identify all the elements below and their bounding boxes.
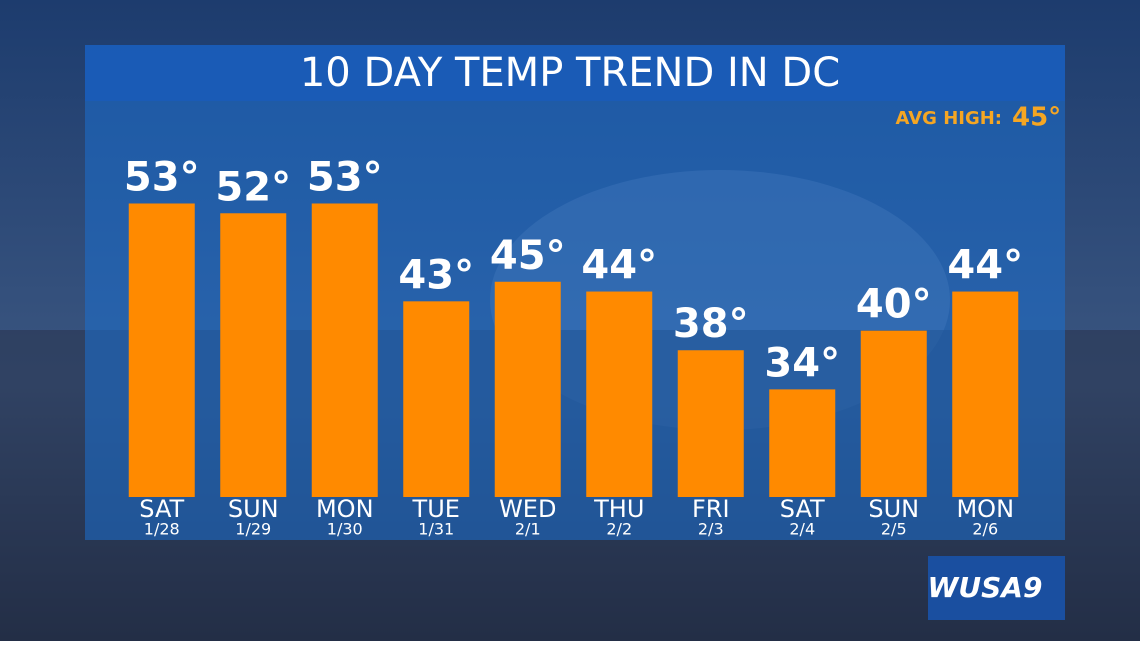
value-label: 34° (764, 340, 840, 386)
value-label: 43° (398, 252, 474, 298)
chart-title: 10 DAY TEMP TREND IN DC (300, 50, 840, 96)
bar (586, 291, 653, 497)
x-tick-label: SUN (228, 495, 279, 523)
date-label: 1/30 (327, 520, 363, 539)
avg-high-value: 45° (1012, 103, 1061, 133)
date-label: 2/6 (972, 520, 998, 539)
date-label: 2/1 (515, 520, 541, 539)
bar (677, 350, 744, 497)
x-tick-label: TUE (412, 495, 460, 523)
date-label: 2/3 (698, 520, 724, 539)
title-bar (85, 45, 1065, 101)
bar (494, 281, 561, 497)
bar (128, 203, 195, 497)
x-tick-label: WED (499, 495, 556, 523)
date-label: 2/2 (606, 520, 632, 539)
x-tick-label: THU (593, 495, 644, 523)
x-tick-label: MON (956, 495, 1014, 523)
logo-box (928, 556, 1065, 620)
bar (952, 291, 1019, 497)
bar (220, 213, 287, 497)
date-label: 2/5 (881, 520, 907, 539)
value-label: 53° (124, 154, 200, 200)
date-label: 1/28 (144, 520, 180, 539)
value-label: 45° (490, 233, 566, 279)
logo: WUSA9 (928, 571, 1043, 604)
x-tick-label: FRI (692, 495, 730, 523)
value-label: 38° (673, 301, 749, 347)
x-tick-label: SUN (868, 495, 919, 523)
avg-high-label: AVG HIGH: (896, 108, 1002, 129)
date-label: 2/4 (789, 520, 815, 539)
bar (769, 389, 836, 497)
value-label: 40° (856, 282, 932, 328)
value-label: 53° (307, 154, 383, 200)
x-tick-label: SAT (139, 495, 184, 523)
x-tick-label: MON (316, 495, 374, 523)
bar (311, 203, 378, 497)
value-label: 52° (215, 164, 291, 210)
date-label: 1/31 (418, 520, 454, 539)
x-tick-label: SAT (780, 495, 825, 523)
bar (403, 301, 470, 497)
date-label: 1/29 (235, 520, 271, 539)
value-label: 44° (947, 243, 1023, 289)
value-label: 44° (581, 243, 657, 289)
bar (860, 330, 927, 497)
